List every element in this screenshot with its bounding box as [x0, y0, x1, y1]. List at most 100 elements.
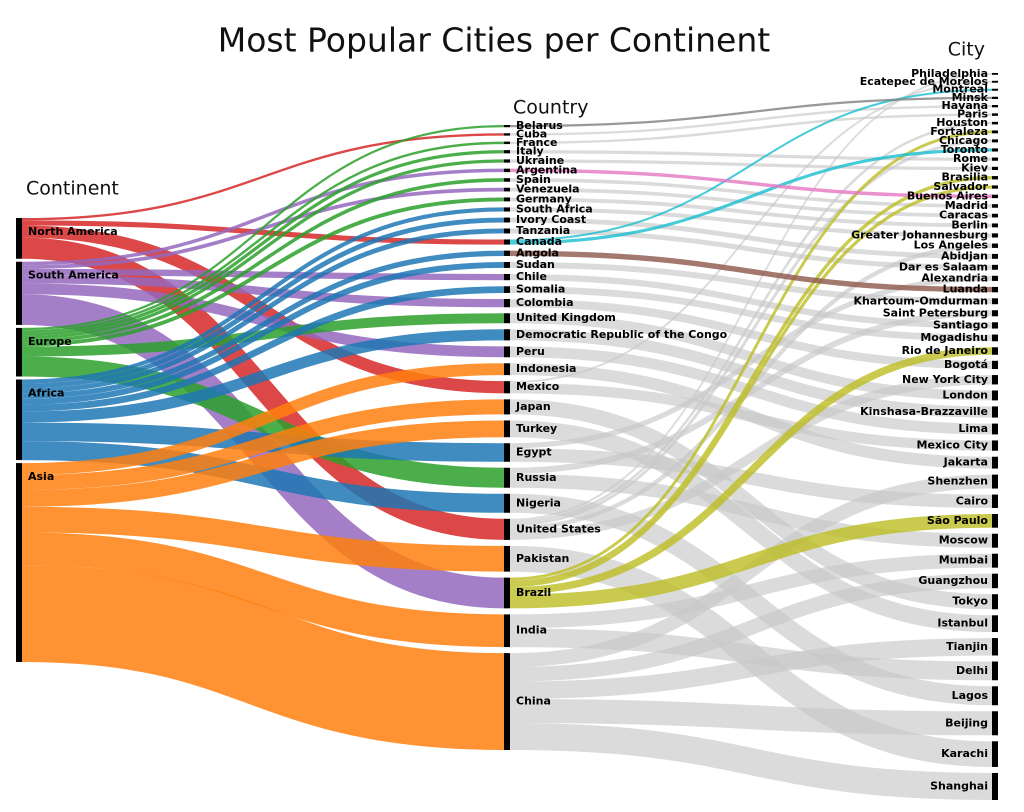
link: [21, 329, 505, 423]
link: [21, 268, 505, 281]
node-label: Berlin: [951, 218, 988, 231]
node-label: Spain: [516, 173, 551, 186]
link: [21, 178, 505, 343]
node-label: Mogadishu: [920, 331, 988, 344]
node: [992, 157, 998, 161]
link: [509, 286, 993, 342]
node-label: Somalia: [516, 283, 565, 296]
link: [509, 513, 993, 609]
node: [992, 772, 998, 800]
node-label: Europe: [28, 335, 72, 348]
node-label: Indonesia: [516, 362, 576, 375]
link: [509, 329, 993, 418]
node: [992, 638, 998, 656]
link: [509, 722, 993, 800]
node-label: Japan: [515, 400, 551, 413]
link: [509, 130, 993, 581]
node: [504, 346, 510, 358]
node: [992, 204, 998, 208]
link: [21, 159, 505, 340]
node-label: Russia: [516, 471, 557, 484]
node-label: Saint Petersburg: [883, 306, 988, 319]
link: [21, 228, 505, 394]
node: [504, 207, 510, 212]
node-label: North America: [28, 225, 118, 238]
node-label: Nigeria: [516, 496, 561, 509]
link: [509, 217, 993, 259]
column-title: Continent: [26, 178, 119, 200]
node: [504, 150, 510, 154]
link: [509, 420, 993, 633]
node: [504, 545, 510, 572]
link: [509, 148, 993, 245]
link: [509, 346, 993, 435]
link: [509, 96, 993, 128]
node-label: Asia: [28, 470, 54, 483]
node: [504, 125, 510, 128]
node: [504, 159, 510, 163]
node: [992, 615, 998, 633]
nodes: North America South America Europe Africa As…: [16, 67, 998, 800]
node-label: Caracas: [939, 209, 988, 222]
node-label: London: [942, 388, 988, 401]
node: [992, 298, 998, 305]
chart-title: Most Popular Cities per Continent: [218, 21, 771, 60]
node: [16, 463, 22, 662]
link: [21, 217, 505, 389]
node: [992, 533, 998, 548]
node: [504, 493, 510, 513]
node: [992, 176, 998, 180]
link: [509, 168, 993, 199]
node: [16, 218, 22, 259]
node-label: Bogotá: [944, 358, 988, 371]
node-label: South Africa: [516, 202, 593, 215]
link: [509, 178, 993, 208]
node: [504, 141, 510, 145]
node: [992, 440, 998, 451]
node: [992, 347, 998, 355]
links: [21, 72, 993, 800]
node: [992, 711, 998, 736]
node: [504, 467, 510, 488]
link: [509, 121, 993, 524]
node: [992, 105, 998, 108]
node-label: Cuba: [516, 127, 547, 140]
link: [509, 545, 993, 767]
node: [992, 423, 998, 435]
link: [21, 420, 505, 507]
node-label: Ivory Coast: [516, 213, 586, 226]
node: [16, 379, 22, 461]
link: [509, 113, 993, 145]
link: [21, 250, 505, 399]
link: [509, 197, 993, 228]
link: [21, 133, 505, 221]
node-label: Canada: [516, 235, 562, 248]
link: [21, 197, 505, 347]
node: [504, 228, 510, 234]
node: [992, 310, 998, 317]
node: [992, 474, 998, 489]
node: [504, 443, 510, 462]
link: [21, 124, 505, 331]
node-label: Ecatepec de Morelos: [860, 75, 989, 88]
link: [21, 141, 505, 333]
node-label: Angola: [516, 246, 559, 259]
node-label: Shanghai: [930, 779, 988, 792]
node: [992, 573, 998, 589]
node: [992, 223, 998, 228]
node: [992, 553, 998, 568]
link: [509, 150, 993, 161]
node-label: Argentina: [516, 163, 577, 176]
node: [504, 286, 510, 293]
node: [504, 381, 510, 394]
node-label: Jakarta: [943, 456, 988, 469]
node: [504, 239, 510, 245]
node-label: Guangzhou: [918, 574, 988, 587]
node: [992, 80, 998, 83]
node: [992, 130, 998, 134]
node: [504, 273, 510, 281]
node: [992, 166, 998, 171]
node-label: Lima: [958, 422, 988, 435]
node: [504, 653, 510, 750]
